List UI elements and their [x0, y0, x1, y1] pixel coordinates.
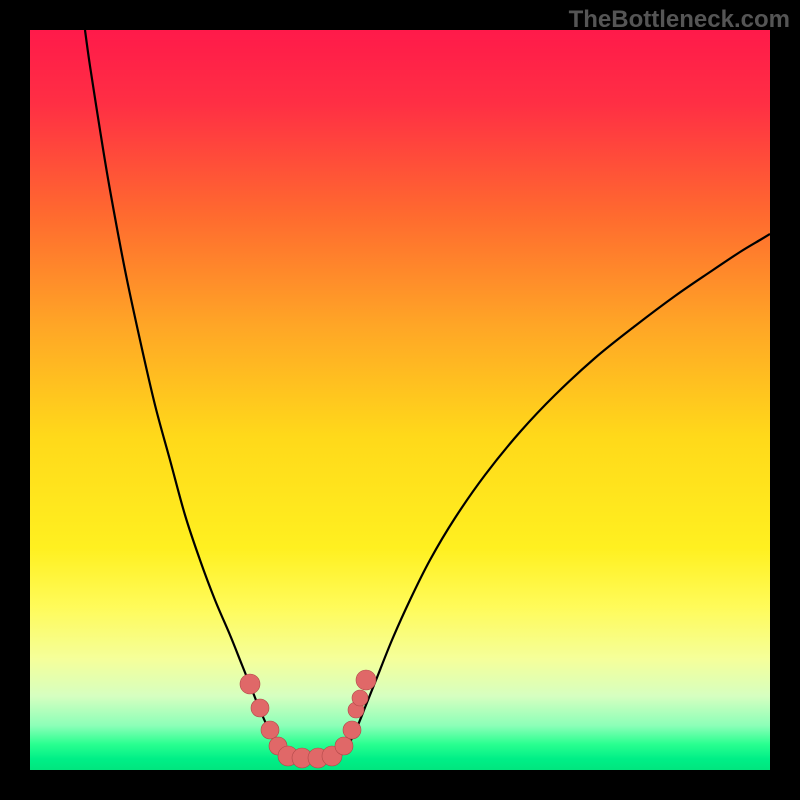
curve-marker — [335, 737, 353, 755]
bottleneck-plot — [30, 30, 770, 770]
plot-background — [30, 30, 770, 770]
curve-marker — [251, 699, 269, 717]
curve-marker — [343, 721, 361, 739]
curve-marker — [261, 721, 279, 739]
chart-container: TheBottleneck.com — [0, 0, 800, 800]
curve-marker — [240, 674, 260, 694]
curve-marker — [356, 670, 376, 690]
curve-marker — [352, 690, 368, 706]
